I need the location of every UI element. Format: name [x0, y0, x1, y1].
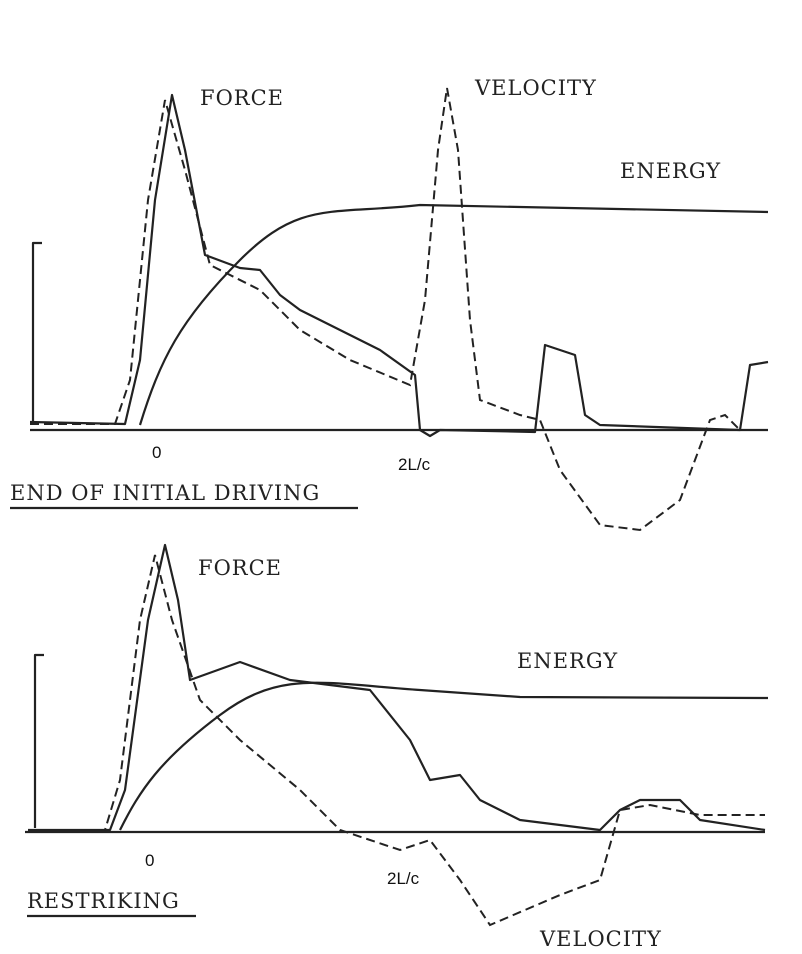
energy-curve	[119, 681, 769, 831]
force-curve	[29, 93, 769, 438]
velocity-curve	[28, 554, 765, 927]
energy-label: ENERGY	[620, 159, 721, 183]
force-label: FORCE	[200, 86, 284, 110]
velocity-label: VELOCITY	[539, 927, 662, 951]
zero-label: 0	[145, 851, 154, 870]
time-label: 2L/c	[398, 455, 431, 474]
caption: END OF INITIAL DRIVING	[10, 481, 320, 505]
caption: RESTRIKING	[27, 889, 180, 913]
bottom-panel: FORCE ENERGY 0 2L/c RESTRIKING VELOCITY	[25, 543, 769, 951]
energy-label: ENERGY	[517, 649, 618, 673]
zero-label: 0	[152, 443, 161, 462]
scale-tick	[33, 653, 44, 828]
time-label: 2L/c	[387, 869, 420, 888]
velocity-label: VELOCITY	[474, 76, 597, 100]
force-label: FORCE	[198, 556, 282, 580]
velocity-curve	[30, 87, 760, 532]
energy-curve	[138, 203, 769, 426]
scale-tick	[31, 241, 42, 425]
force-curve	[28, 543, 766, 832]
top-panel: FORCE VELOCITY ENERGY 0 2L/c END OF INIT…	[10, 76, 769, 532]
